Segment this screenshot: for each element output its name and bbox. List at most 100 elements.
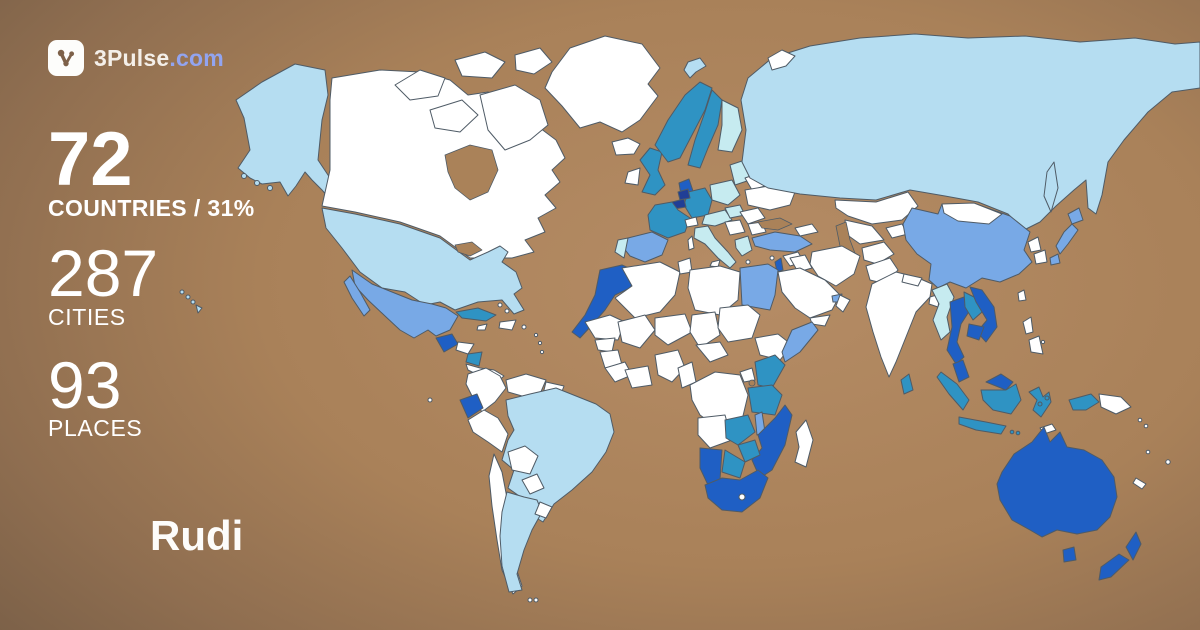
country-chad: [689, 311, 721, 349]
country-balkans: [724, 219, 746, 236]
country-somalia: [781, 321, 819, 363]
aleutian-island: [241, 173, 247, 179]
country-central-african-republic: [695, 341, 729, 363]
country-cuba: [455, 307, 497, 322]
continent-south-america: [427, 367, 615, 603]
country-iran: [809, 245, 861, 287]
country-south-africa: [704, 469, 769, 513]
solomon-island: [1137, 417, 1143, 423]
falkland-island: [533, 597, 539, 603]
country-indonesia-sumatra: [936, 371, 970, 411]
country-ghana: [624, 365, 653, 389]
country-mexico: [351, 269, 459, 339]
country-algeria: [614, 261, 681, 319]
country-finland: [717, 99, 743, 153]
country-france: [647, 201, 691, 239]
country-new-zealand-south: [1098, 553, 1130, 581]
vanuatu-island: [1145, 449, 1151, 455]
country-japan-honshu: [1055, 223, 1079, 255]
falkland-island: [527, 597, 533, 603]
country-nicaragua: [465, 351, 483, 367]
novaya-zemlya: [767, 49, 796, 71]
country-argentina: [499, 491, 543, 593]
hawaii-big-island: [195, 304, 203, 314]
country-paraguay: [521, 473, 545, 495]
country-botswana: [721, 449, 746, 479]
country-sweden: [687, 89, 723, 169]
country-mali: [617, 314, 656, 349]
country-kazakhstan: [834, 191, 919, 225]
country-papua-new-guinea: [1098, 393, 1132, 415]
baffin-island: [479, 84, 549, 151]
aleutian-island: [254, 180, 260, 186]
country-india: [865, 271, 933, 378]
moluccas-island: [1044, 395, 1050, 401]
country-uganda: [739, 367, 756, 383]
country-malaysia-borneo: [985, 373, 1014, 391]
country-nigeria: [654, 349, 686, 383]
country-sri-lanka: [900, 373, 914, 395]
country-spain: [621, 231, 669, 263]
fiji-island: [1165, 459, 1171, 465]
country-poland: [709, 179, 741, 206]
victoria-island: [429, 99, 479, 133]
country-caucasus: [794, 223, 819, 237]
country-vietnam: [969, 286, 998, 343]
hawaii-island: [185, 294, 191, 300]
country-hispaniola: [498, 319, 517, 331]
country-tanzania: [747, 384, 783, 416]
solomon-island: [1143, 423, 1149, 429]
country-angola: [697, 414, 733, 449]
country-nepal: [901, 273, 923, 287]
country-madagascar: [794, 419, 814, 468]
country-ireland: [624, 167, 641, 186]
country-honduras: [455, 341, 475, 355]
country-indonesia-java: [958, 416, 1007, 435]
country-mongolia: [941, 202, 1003, 225]
antilles-island: [539, 349, 545, 355]
country-philippines-luzon: [1022, 316, 1034, 335]
country-romania: [739, 207, 766, 225]
hawaii-island: [190, 299, 196, 305]
country-jamaica: [476, 323, 488, 331]
country-switzerland: [684, 216, 699, 228]
hudson-bay: [444, 144, 499, 201]
hawaii-island: [179, 289, 185, 295]
philippines-island: [1040, 339, 1046, 345]
indonesia-island: [1015, 430, 1021, 436]
country-philippines-mindanao: [1028, 335, 1044, 355]
indonesia-island: [1009, 429, 1015, 435]
country-indonesia-kalimantan: [980, 383, 1022, 415]
country-uruguay: [534, 501, 553, 519]
baja-california: [343, 275, 371, 317]
great-lakes: [454, 241, 483, 257]
country-lesotho: [738, 493, 746, 501]
arctic-island: [394, 69, 446, 101]
country-alaska-usa: [235, 63, 343, 207]
puerto-rico: [521, 324, 527, 330]
tasmania: [1062, 546, 1077, 563]
country-greenland: [544, 35, 661, 133]
country-new-zealand-north: [1125, 531, 1142, 561]
country-peru: [467, 409, 509, 453]
country-ecuador: [459, 393, 484, 419]
aleutian-island: [267, 185, 273, 191]
moluccas-island: [1037, 401, 1043, 407]
country-japan-hokkaido: [1067, 207, 1084, 225]
bahamas-island: [504, 308, 510, 314]
country-senegal: [594, 337, 616, 353]
continent-north-america: [179, 35, 661, 383]
country-turkey: [751, 231, 813, 253]
country-zimbabwe: [737, 439, 761, 463]
cyprus: [769, 255, 775, 261]
country-malaysia-peninsula: [952, 359, 970, 383]
country-iraq: [789, 254, 813, 273]
country-kenya: [754, 354, 786, 389]
country-myanmar: [931, 283, 955, 341]
new-caledonia: [1132, 477, 1147, 490]
country-bolivia: [507, 445, 539, 475]
svalbard: [683, 57, 707, 79]
country-japan-kyushu: [1049, 253, 1061, 266]
country-iceland: [611, 137, 641, 156]
country-south-korea: [1033, 249, 1048, 265]
